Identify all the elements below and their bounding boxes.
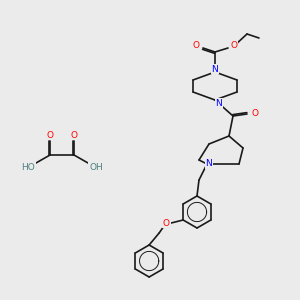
Text: O: O xyxy=(70,130,77,140)
Text: N: N xyxy=(212,64,218,74)
Text: O: O xyxy=(46,130,53,140)
Text: O: O xyxy=(193,41,200,50)
Text: OH: OH xyxy=(89,163,103,172)
Text: N: N xyxy=(216,98,222,107)
Text: O: O xyxy=(251,110,259,118)
Text: N: N xyxy=(206,160,212,169)
Text: O: O xyxy=(163,218,170,227)
Text: HO: HO xyxy=(21,163,35,172)
Text: O: O xyxy=(230,41,238,50)
